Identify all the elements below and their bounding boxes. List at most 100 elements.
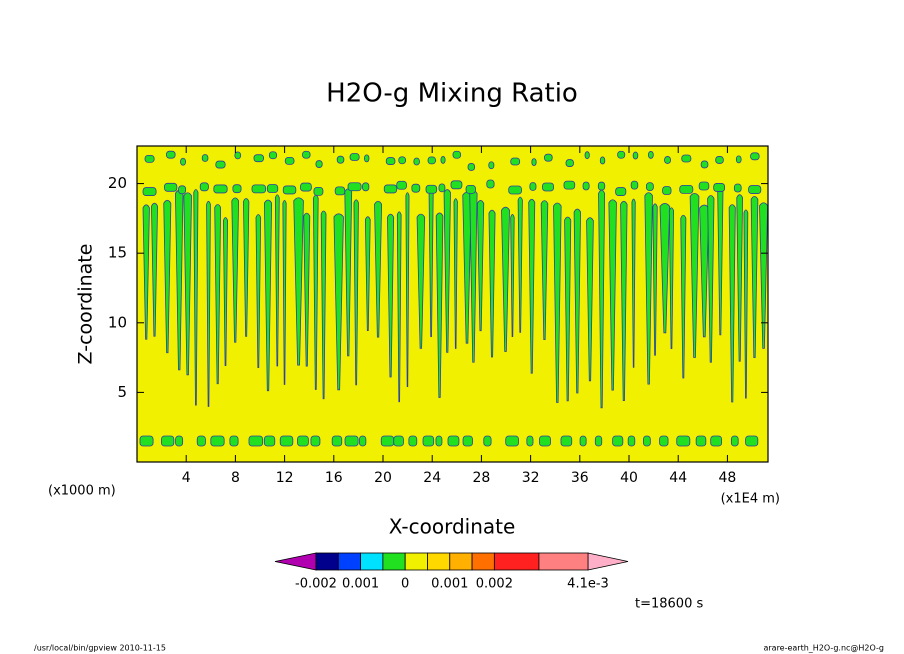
field-plume [374, 200, 383, 338]
field-plume [293, 197, 304, 366]
field-plume [573, 208, 581, 394]
field-band [597, 181, 606, 191]
field-band [425, 184, 438, 194]
field-band [698, 181, 710, 191]
field-band [315, 160, 323, 168]
field-plume [759, 202, 769, 349]
field-band [750, 152, 760, 161]
field-plume [644, 192, 653, 385]
field-band [612, 435, 624, 447]
colorbar-tick-label: 0.001 [431, 577, 468, 592]
field-band [302, 150, 311, 159]
field-plume [443, 189, 451, 353]
field-plume [750, 195, 759, 359]
field-band [510, 157, 521, 166]
field-band [560, 435, 573, 447]
field-plume [206, 200, 211, 407]
field-plume [274, 194, 280, 367]
field-band [344, 435, 359, 447]
field-band [380, 435, 395, 447]
field-band [648, 151, 654, 159]
field-plume [416, 213, 426, 349]
field-plume [689, 192, 700, 358]
plot-frame [136, 145, 769, 463]
field-band [542, 182, 554, 192]
field-band [396, 180, 407, 190]
colorbar-over [587, 552, 629, 571]
field-plume [255, 214, 262, 369]
field-band [427, 156, 436, 165]
field-band [175, 435, 184, 447]
field-band [215, 160, 226, 169]
field-band [695, 435, 707, 447]
field-band [710, 435, 723, 447]
field-plume [728, 204, 736, 403]
colorbar-box [471, 552, 495, 571]
x-tick-label: 44 [669, 470, 687, 486]
field-plume [396, 211, 402, 403]
field-band [199, 182, 209, 192]
field-band [508, 185, 522, 195]
y-tick-label: 5 [117, 383, 127, 401]
field-plume [243, 198, 250, 337]
field-band [213, 184, 228, 194]
field-band [745, 435, 759, 447]
colorbar-box [449, 552, 473, 571]
field-band [234, 151, 242, 160]
field-band [178, 185, 187, 195]
field-band [164, 182, 178, 192]
field-plume [193, 189, 199, 406]
field-band [300, 182, 312, 192]
field-band [408, 435, 418, 447]
field-plume [264, 199, 273, 392]
x-tick-label: 16 [325, 470, 343, 486]
field-band [336, 155, 345, 164]
x-tick-label: 24 [423, 470, 441, 486]
field-band [447, 435, 460, 447]
colorbar-tick-label: 4.1e-3 [567, 577, 609, 592]
field-plume [222, 217, 228, 367]
field-band [579, 435, 587, 447]
field-plume [183, 192, 192, 376]
colorbar-tick-label: 0.001 [342, 577, 379, 592]
field-plume [540, 200, 549, 341]
colorbar-box [404, 552, 428, 571]
field-plume [231, 197, 240, 343]
field-band [735, 155, 742, 164]
field-plume [151, 202, 158, 337]
colorbar-box [360, 552, 384, 571]
field-plume [333, 213, 344, 391]
field-plume [477, 200, 485, 332]
field-band [700, 160, 709, 169]
field-band [565, 159, 574, 167]
field-band [643, 435, 651, 447]
field-band [313, 186, 324, 196]
field-band [539, 435, 551, 447]
field-plume [387, 213, 395, 378]
field-band [229, 435, 239, 447]
y-tick-label: 10 [108, 313, 127, 331]
field-band [180, 157, 186, 166]
field-band [659, 435, 669, 447]
footer-left: /usr/local/bin/gpview 2010-11-15 [34, 644, 166, 653]
field-band [599, 156, 606, 165]
colorbar-box [315, 552, 339, 571]
colorbar-box [382, 552, 406, 571]
field-plume [353, 199, 359, 386]
field-plume [142, 204, 150, 340]
field-band [310, 435, 321, 447]
field-band [279, 435, 294, 447]
contour-field [137, 146, 769, 462]
field-band [733, 183, 742, 193]
field-band [483, 435, 492, 447]
x-tick-label: 36 [571, 470, 589, 486]
field-plume [488, 209, 496, 358]
field-plume [282, 199, 287, 385]
chart-title: H2O-g Mixing Ratio [326, 79, 578, 109]
field-plume [517, 196, 523, 333]
field-band [594, 435, 603, 447]
field-plume [680, 214, 687, 379]
field-plume [707, 195, 715, 363]
field-band [438, 183, 446, 193]
